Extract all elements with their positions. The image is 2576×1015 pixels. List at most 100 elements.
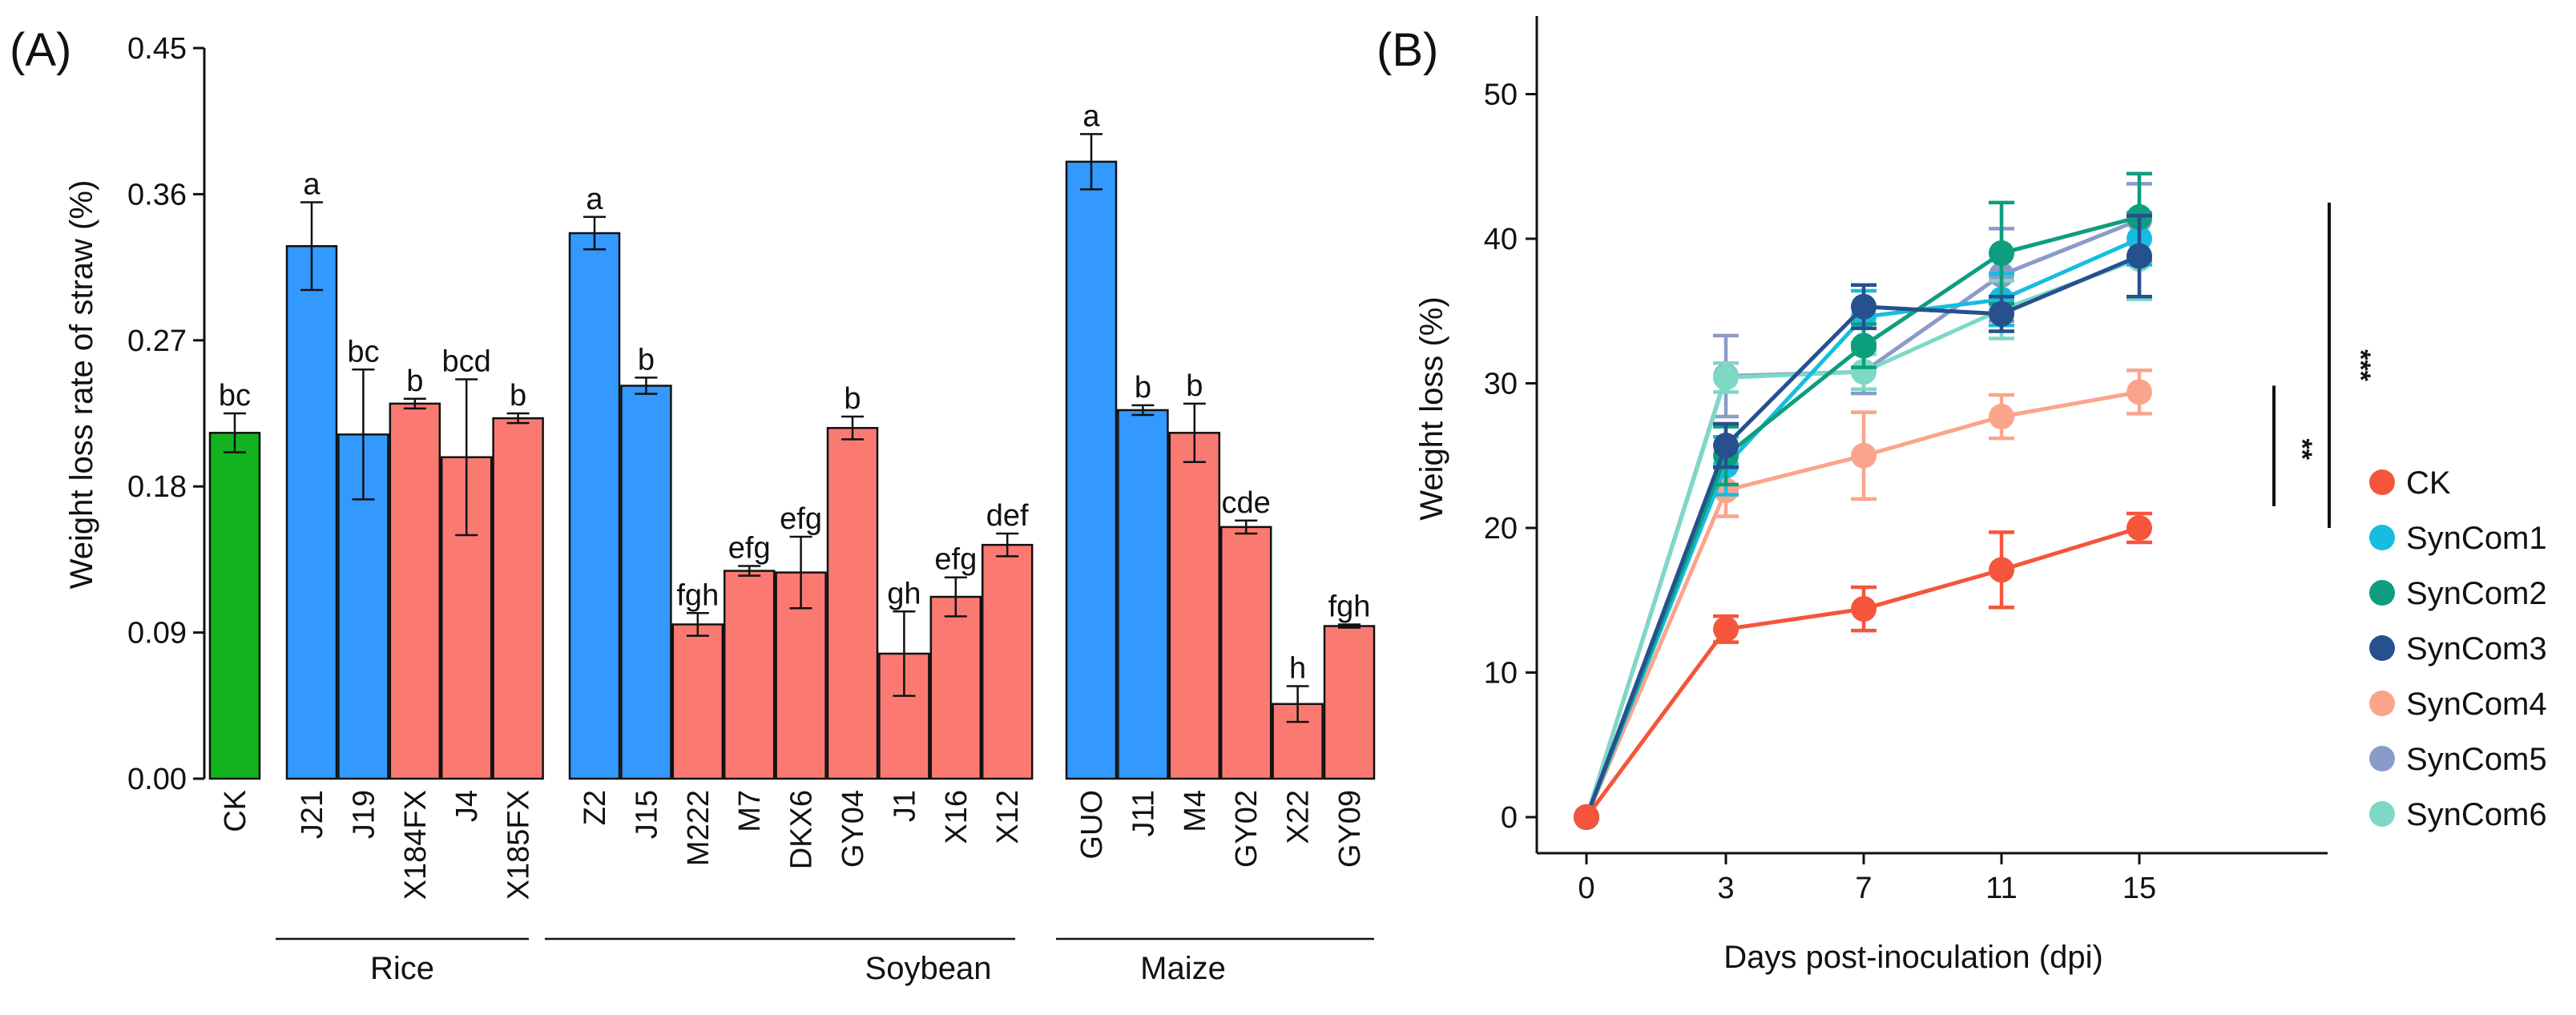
y-tick-label: 10 bbox=[1484, 657, 1518, 691]
data-point bbox=[1851, 442, 1877, 469]
bar bbox=[1065, 160, 1118, 780]
bar-chart-a: 0.00 0.09 0.18 0.27 0.36 0.45 bc CK a J21 bc J19 b X1… bbox=[127, 32, 1376, 986]
legend-marker bbox=[2369, 801, 2395, 827]
x-tick-label: 15 bbox=[2122, 872, 2156, 905]
legend-label: SynCom2 bbox=[2406, 576, 2547, 611]
data-point bbox=[1713, 433, 1739, 459]
x-tick-label: GUO bbox=[1075, 790, 1109, 860]
x-tick-label: M4 bbox=[1179, 790, 1212, 832]
x-tick-label: J1 bbox=[888, 790, 921, 822]
x-tick-label: X185FX bbox=[502, 790, 536, 900]
legend-label: CK bbox=[2406, 465, 2451, 501]
x-tick-label: GY09 bbox=[1333, 790, 1367, 868]
data-point bbox=[1851, 596, 1877, 622]
data-point bbox=[1713, 616, 1739, 642]
y-tick-label: 50 bbox=[1484, 79, 1518, 112]
significance-stars: *** bbox=[2345, 349, 2376, 381]
y-tick-label: 0.18 bbox=[127, 470, 187, 504]
significance-letter: h bbox=[1289, 651, 1306, 685]
significance-letter: efg bbox=[728, 532, 771, 566]
bar bbox=[208, 432, 261, 780]
legend-label: SynCom3 bbox=[2406, 631, 2547, 667]
x-tick-label: X16 bbox=[940, 790, 974, 844]
significance-letter: b bbox=[844, 382, 861, 416]
significance-letter: a bbox=[303, 168, 320, 202]
group-label: Maize bbox=[1140, 951, 1226, 986]
legend-label: SynCom5 bbox=[2406, 742, 2547, 777]
legend-marker bbox=[2369, 746, 2395, 771]
x-tick-label: M222 bbox=[682, 790, 716, 866]
significance-letter: cde bbox=[1222, 486, 1271, 520]
data-point bbox=[1989, 557, 2014, 583]
x-tick-label: 0 bbox=[1578, 872, 1594, 905]
x-tick-label: J15 bbox=[630, 790, 663, 839]
y-tick-label: 0.09 bbox=[127, 617, 187, 650]
y-tick-label: 40 bbox=[1484, 223, 1518, 256]
x-tick-label: DKX6 bbox=[785, 790, 819, 869]
x-tick-label: Z2 bbox=[578, 790, 612, 825]
panel-b-y-axis-label: Weight loss (%) bbox=[1414, 296, 1449, 520]
y-tick-label: 0.27 bbox=[127, 324, 187, 358]
significance-letter: b bbox=[1186, 369, 1203, 403]
x-tick-label: J11 bbox=[1127, 790, 1160, 836]
data-point bbox=[1851, 359, 1877, 385]
x-tick-label: J21 bbox=[296, 790, 329, 839]
legend-marker bbox=[2369, 525, 2395, 550]
panel-b-label: (B) bbox=[1377, 24, 1438, 76]
x-tick-label: 11 bbox=[1985, 872, 2017, 905]
significance-letter: bc bbox=[347, 335, 379, 369]
y-tick-label: 20 bbox=[1484, 512, 1518, 546]
series-line bbox=[1584, 526, 2140, 819]
bar bbox=[929, 595, 982, 780]
data-point bbox=[2127, 243, 2152, 269]
y-tick-label: 0 bbox=[1501, 801, 1518, 835]
group-label: Rice bbox=[370, 951, 434, 986]
data-point bbox=[1989, 404, 2014, 430]
x-tick-label: 3 bbox=[1717, 872, 1734, 905]
x-tick-label: X184FX bbox=[399, 790, 433, 900]
x-tick-label: GY04 bbox=[836, 790, 870, 868]
legend-label: SynCom4 bbox=[2406, 687, 2547, 722]
significance-letter: efg bbox=[934, 543, 977, 577]
data-point bbox=[1851, 332, 1877, 359]
bar bbox=[1168, 432, 1221, 780]
x-tick-label: GY02 bbox=[1230, 790, 1264, 868]
significance-letter: bcd bbox=[442, 344, 491, 378]
panel-a-y-axis-label: Weight loss rate of straw (%) bbox=[64, 180, 99, 590]
significance-letter: b bbox=[510, 379, 526, 413]
significance-letter: b bbox=[638, 343, 655, 377]
bar bbox=[1219, 526, 1272, 780]
data-point bbox=[1574, 804, 1599, 830]
bar bbox=[1117, 409, 1169, 780]
x-tick-label: J4 bbox=[450, 790, 484, 822]
bar bbox=[723, 570, 776, 780]
legend-marker bbox=[2369, 635, 2395, 661]
bar bbox=[568, 232, 621, 780]
legend-marker bbox=[2369, 469, 2395, 495]
bar bbox=[337, 433, 389, 780]
significance-letter: b bbox=[1135, 371, 1151, 405]
bar bbox=[826, 426, 879, 780]
significance-letter: fgh bbox=[1328, 590, 1371, 623]
group-label: Soybean bbox=[865, 951, 992, 986]
x-tick-label: CK bbox=[219, 790, 252, 832]
legend-label: SynCom1 bbox=[2406, 521, 2547, 556]
x-tick-label: X22 bbox=[1282, 790, 1316, 844]
data-point bbox=[1713, 365, 1739, 391]
x-tick-label: M7 bbox=[733, 790, 767, 832]
data-point bbox=[1989, 300, 2014, 327]
significance-letter: gh bbox=[887, 577, 921, 610]
y-tick-label: 0.36 bbox=[127, 178, 187, 211]
panel-a-label: (A) bbox=[10, 24, 71, 76]
bar bbox=[620, 385, 672, 780]
x-tick-label: 7 bbox=[1855, 872, 1872, 905]
data-point bbox=[1989, 240, 2014, 267]
legend-marker bbox=[2369, 580, 2395, 606]
bar bbox=[981, 543, 1034, 780]
bar bbox=[285, 245, 338, 780]
bar bbox=[1323, 625, 1376, 780]
bar bbox=[389, 402, 441, 780]
data-point bbox=[2127, 515, 2152, 541]
y-tick-label: 30 bbox=[1484, 368, 1518, 401]
